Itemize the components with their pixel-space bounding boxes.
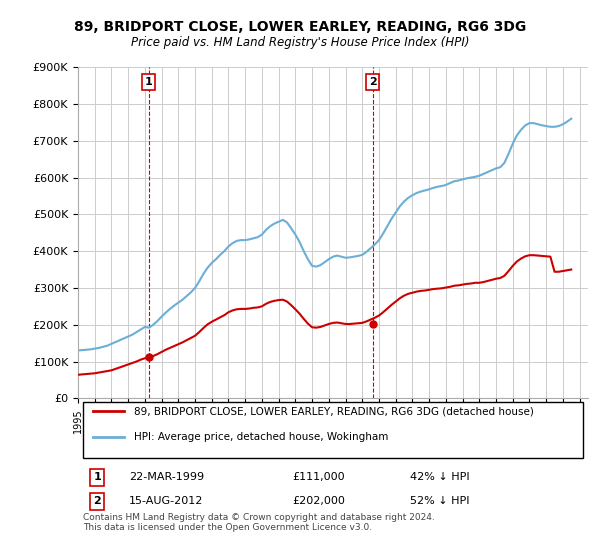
Text: 15-AUG-2012: 15-AUG-2012 xyxy=(129,496,203,506)
Text: Price paid vs. HM Land Registry's House Price Index (HPI): Price paid vs. HM Land Registry's House … xyxy=(131,36,469,49)
FancyBboxPatch shape xyxy=(83,402,583,458)
Text: 2: 2 xyxy=(369,77,377,87)
Text: 2: 2 xyxy=(94,496,101,506)
Text: Contains HM Land Registry data © Crown copyright and database right 2024.
This d: Contains HM Land Registry data © Crown c… xyxy=(83,513,435,533)
Text: 1: 1 xyxy=(145,77,152,87)
Text: £111,000: £111,000 xyxy=(292,473,345,482)
Text: 22-MAR-1999: 22-MAR-1999 xyxy=(129,473,204,482)
Text: HPI: Average price, detached house, Wokingham: HPI: Average price, detached house, Woki… xyxy=(134,432,388,442)
Text: 1: 1 xyxy=(94,473,101,482)
Text: £202,000: £202,000 xyxy=(292,496,345,506)
Text: 52% ↓ HPI: 52% ↓ HPI xyxy=(409,496,469,506)
Text: 89, BRIDPORT CLOSE, LOWER EARLEY, READING, RG6 3DG (detached house): 89, BRIDPORT CLOSE, LOWER EARLEY, READIN… xyxy=(134,407,534,416)
Text: 42% ↓ HPI: 42% ↓ HPI xyxy=(409,473,469,482)
Text: 89, BRIDPORT CLOSE, LOWER EARLEY, READING, RG6 3DG: 89, BRIDPORT CLOSE, LOWER EARLEY, READIN… xyxy=(74,20,526,34)
